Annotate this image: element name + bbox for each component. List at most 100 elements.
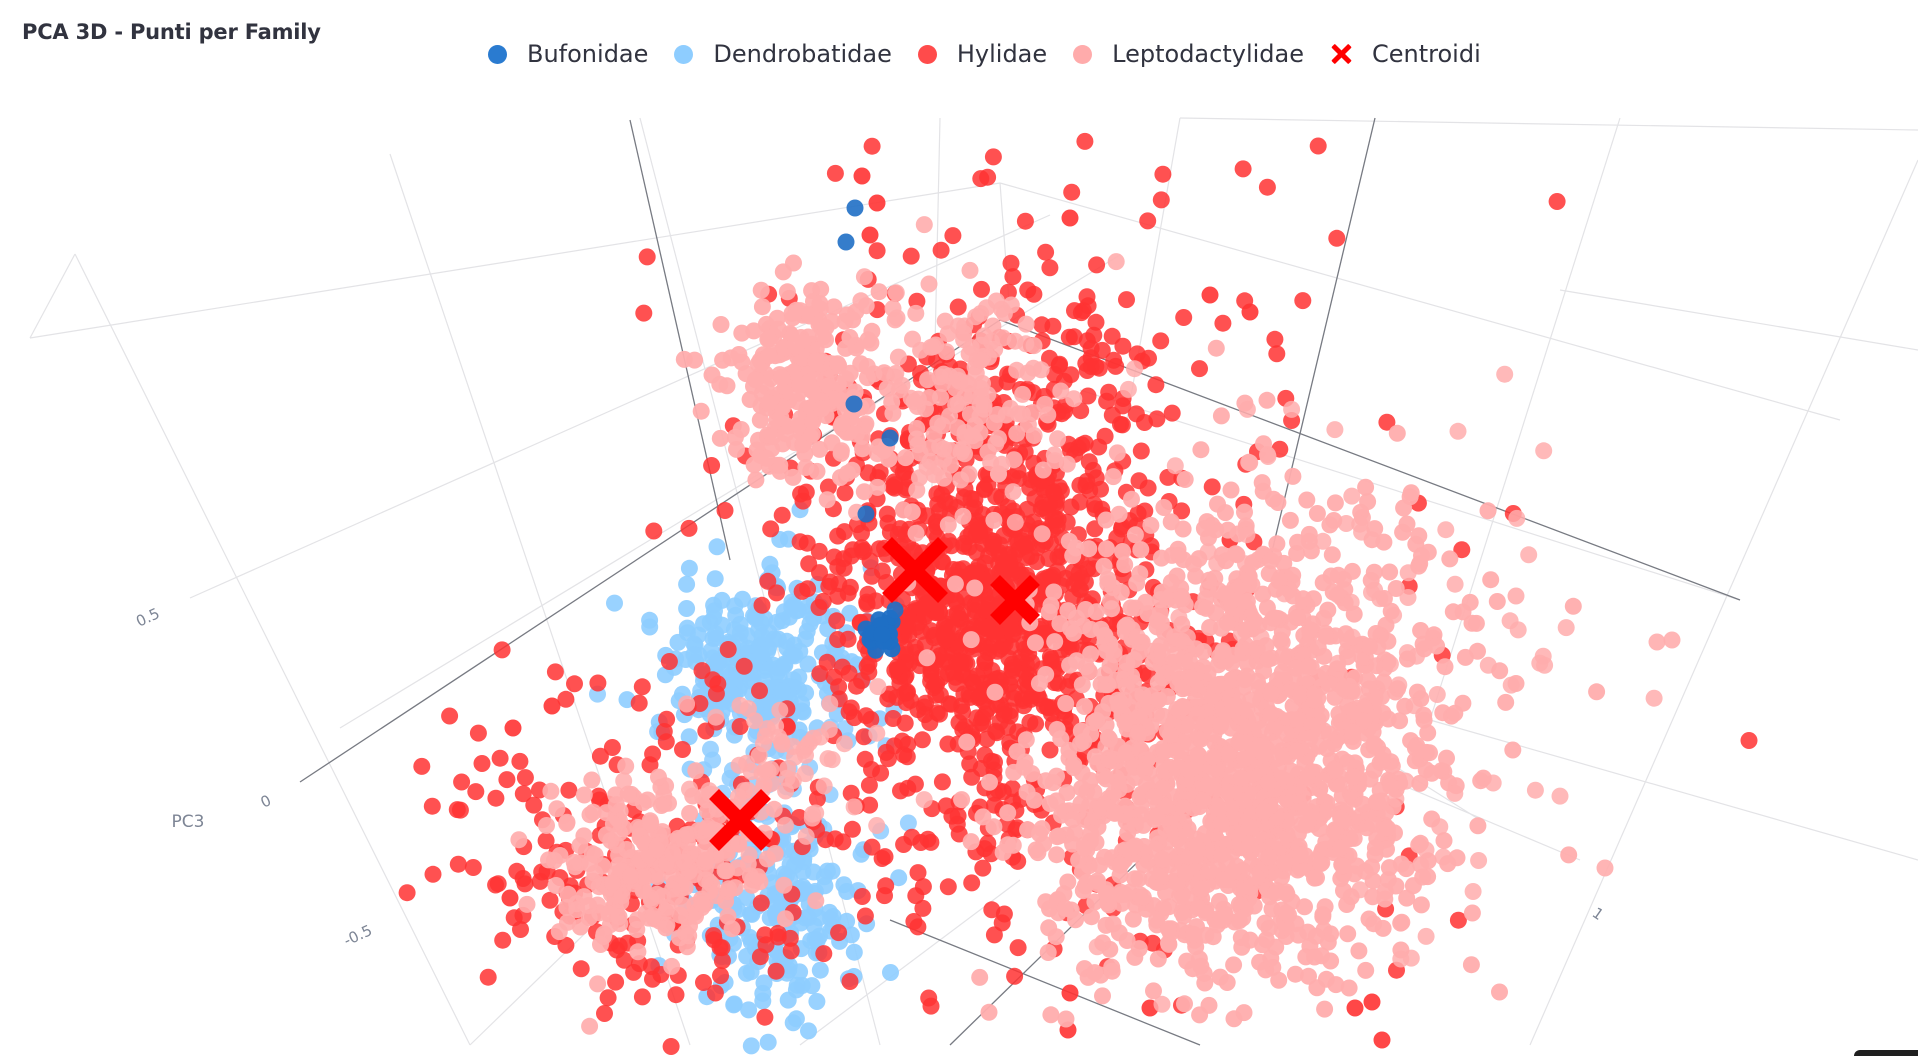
data-point [782,942,800,960]
data-point [723,920,741,938]
data-point [868,817,886,834]
data-point [856,907,874,925]
data-point [1286,965,1304,983]
data-point [761,555,779,573]
data-point [678,619,696,637]
legend-item-dendrobatidae[interactable]: Dendrobatidae [674,40,892,68]
data-point [1241,835,1259,853]
data-point [584,803,602,821]
data-point [1093,799,1110,817]
data-point [1154,165,1172,183]
data-point [706,984,724,1002]
data-point [1296,898,1313,916]
data-point [1322,567,1340,585]
data-point [1134,888,1152,906]
data-point [1006,513,1024,531]
data-point [751,411,769,429]
data-point [1234,909,1252,927]
data-point [796,765,814,783]
data-point [815,945,833,963]
z-axis-tick-label: -0.5 [341,921,375,950]
data-point [1118,654,1136,672]
chart-title: PCA 3D - Punti per Family [22,20,321,44]
data-point [1289,711,1307,728]
data-point [1408,647,1425,665]
data-point [1155,499,1173,516]
data-point [1211,968,1229,986]
data-point [1234,160,1252,178]
data-point [1479,502,1497,520]
data-point [1382,777,1400,795]
data-point [1355,712,1373,730]
data-point [842,699,860,717]
data-point [1345,768,1363,786]
data-point [1057,695,1075,712]
data-point [607,796,625,814]
data-point [662,1038,680,1055]
data-point [1252,628,1270,646]
data-point [1176,471,1194,488]
data-point [1236,503,1253,521]
data-point [1284,467,1302,485]
data-point [1188,705,1206,723]
data-point [1548,193,1566,210]
data-point [939,516,957,534]
data-point [855,728,873,746]
data-point [1117,677,1135,695]
data-point [1419,724,1437,742]
data-point [1042,1006,1060,1024]
data-point [1150,691,1168,709]
data-point [1124,838,1142,856]
data-point [1338,896,1356,913]
data-point [1410,527,1428,545]
legend-item-bufonidae[interactable]: Bufonidae [488,40,648,68]
data-point [823,434,841,452]
axis-lines [299,117,1741,1046]
data-point [1048,828,1066,846]
data-point [604,874,621,892]
data-point [936,312,954,330]
data-point [747,610,765,627]
data-point [1145,788,1163,806]
y-axis-tick-label: 1 [1589,904,1607,924]
grid-line [29,182,1001,339]
data-point [1001,399,1019,417]
data-point [1283,400,1301,418]
data-point [548,800,566,818]
data-point [1149,674,1167,692]
data-point [1496,365,1514,383]
data-point [1126,360,1143,378]
data-point [984,148,1002,166]
data-point [927,686,945,704]
data-point [1173,502,1191,520]
data-point [954,507,972,525]
data-point [685,646,703,664]
data-point [936,492,954,510]
legend-item-centroidi[interactable]: Centroidi [1330,40,1481,68]
data-point [1099,570,1117,588]
data-point [842,784,860,802]
legend-item-leptodactylidae[interactable]: Leptodactylidae [1073,40,1304,68]
data-point [678,575,696,593]
data-point [907,524,925,542]
data-point [1266,330,1284,348]
data-point [1436,658,1454,676]
data-point [1484,774,1502,792]
data-point [1332,839,1350,857]
data-point [1306,948,1323,966]
data-point [800,1022,817,1040]
data-point [1147,376,1165,394]
data-point [858,397,876,415]
data-point [1083,908,1100,926]
data-point [1306,869,1323,887]
legend-item-hylidae[interactable]: Hylidae [917,40,1047,68]
data-point [902,247,920,265]
data-point [842,547,860,565]
data-point [1536,656,1554,674]
data-point [1365,915,1383,933]
data-point [1119,380,1137,398]
data-point [987,722,1005,740]
data-point [1270,971,1288,989]
data-point [1114,543,1131,560]
